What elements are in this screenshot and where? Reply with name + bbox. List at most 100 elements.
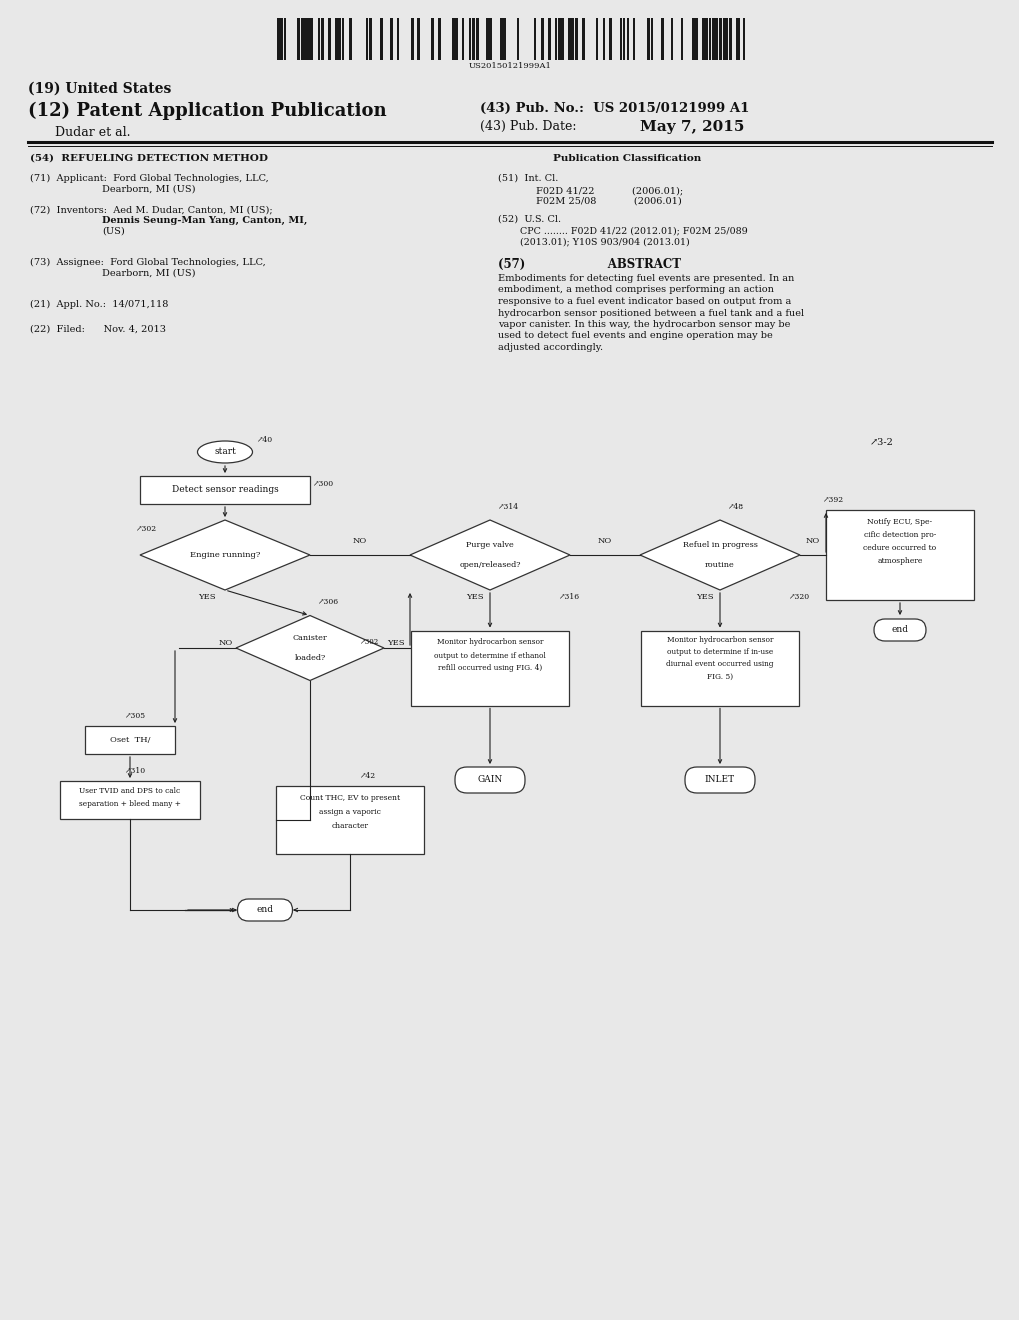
Bar: [369, 18, 372, 59]
Bar: [462, 18, 464, 59]
Text: used to detect fuel events and engine operation may be: used to detect fuel events and engine op…: [497, 331, 772, 341]
Text: (US): (US): [102, 227, 124, 236]
Text: (43) Pub. Date:: (43) Pub. Date:: [480, 120, 576, 133]
Text: routine: routine: [704, 561, 734, 569]
Bar: [485, 18, 488, 59]
Bar: [560, 18, 564, 59]
Bar: [454, 18, 458, 59]
Text: open/released?: open/released?: [459, 561, 521, 569]
Bar: [321, 18, 323, 59]
Text: cific detection pro-: cific detection pro-: [863, 531, 935, 539]
Text: end: end: [891, 626, 908, 635]
Bar: [708, 18, 711, 59]
FancyBboxPatch shape: [454, 767, 525, 793]
Text: (19) United States: (19) United States: [28, 82, 171, 96]
Text: Dennis Seung-Man Yang, Canton, MI,: Dennis Seung-Man Yang, Canton, MI,: [102, 216, 307, 224]
FancyBboxPatch shape: [685, 767, 754, 793]
Bar: [736, 18, 739, 59]
Polygon shape: [410, 520, 570, 590]
Bar: [721, 18, 726, 59]
Text: ↗310: ↗310: [125, 767, 146, 775]
Text: FIG. 5): FIG. 5): [706, 672, 733, 681]
Text: YES: YES: [466, 593, 483, 601]
Bar: [396, 18, 398, 59]
Text: Dudar et al.: Dudar et al.: [55, 125, 130, 139]
Text: refill occurred using FIG. 4): refill occurred using FIG. 4): [437, 664, 541, 672]
Text: (43) Pub. No.:  US 2015/0121999 A1: (43) Pub. No.: US 2015/0121999 A1: [480, 102, 749, 115]
Bar: [502, 18, 505, 59]
Text: NO: NO: [597, 537, 611, 545]
Bar: [534, 18, 535, 59]
Bar: [743, 18, 744, 59]
Bar: [489, 18, 492, 59]
Bar: [308, 18, 311, 59]
Bar: [568, 18, 571, 59]
Text: ↗314: ↗314: [497, 503, 519, 511]
Text: User TVID and DPS to calc: User TVID and DPS to calc: [79, 787, 180, 795]
Bar: [517, 18, 519, 59]
Text: ↗392: ↗392: [822, 496, 844, 504]
Text: start: start: [214, 447, 235, 457]
Text: Publication Classification: Publication Classification: [552, 154, 701, 162]
Bar: [301, 18, 304, 59]
Text: Refuel in progress: Refuel in progress: [682, 541, 757, 549]
Text: INLET: INLET: [704, 776, 735, 784]
Text: ↗300: ↗300: [313, 480, 334, 488]
Bar: [318, 18, 320, 59]
Bar: [718, 18, 721, 59]
Bar: [411, 631, 569, 705]
Polygon shape: [235, 615, 383, 681]
Bar: [85, 726, 175, 754]
Bar: [554, 18, 557, 59]
Bar: [280, 18, 282, 59]
Bar: [705, 18, 707, 59]
Text: separation + bleed many +: separation + bleed many +: [79, 800, 180, 808]
Bar: [633, 18, 635, 59]
Text: GAIN: GAIN: [477, 776, 502, 784]
Text: hydrocarbon sensor positioned between a fuel tank and a fuel: hydrocarbon sensor positioned between a …: [497, 309, 803, 318]
Text: atmosphere: atmosphere: [876, 557, 922, 565]
Text: (2013.01); Y10S 903/904 (2013.01): (2013.01); Y10S 903/904 (2013.01): [520, 238, 689, 246]
Text: Monitor hydrocarbon sensor: Monitor hydrocarbon sensor: [436, 639, 543, 647]
Bar: [469, 18, 471, 59]
Bar: [681, 18, 683, 59]
Ellipse shape: [198, 441, 253, 463]
Text: (57)                    ABSTRACT: (57) ABSTRACT: [497, 257, 681, 271]
Bar: [608, 18, 611, 59]
Text: ↗40: ↗40: [257, 436, 273, 444]
Bar: [650, 18, 653, 59]
Text: (52)  U.S. Cl.: (52) U.S. Cl.: [497, 215, 560, 224]
Bar: [557, 18, 560, 59]
Bar: [335, 18, 338, 59]
Text: ↗302: ↗302: [359, 638, 378, 645]
Text: (22)  Filed:      Nov. 4, 2013: (22) Filed: Nov. 4, 2013: [30, 325, 166, 334]
Bar: [540, 18, 543, 59]
Bar: [646, 18, 650, 59]
Text: US20150121999A1: US20150121999A1: [468, 62, 551, 70]
Bar: [623, 18, 625, 59]
Bar: [276, 785, 424, 854]
Text: ↗302: ↗302: [136, 525, 157, 533]
Bar: [451, 18, 454, 59]
Bar: [348, 18, 352, 59]
Text: Notify ECU, Spe-: Notify ECU, Spe-: [866, 517, 931, 525]
Bar: [547, 18, 550, 59]
Bar: [575, 18, 578, 59]
Bar: [472, 18, 475, 59]
Bar: [304, 18, 308, 59]
Text: Dearborn, MI (US): Dearborn, MI (US): [102, 185, 196, 194]
Bar: [411, 18, 414, 59]
Bar: [640, 631, 798, 705]
Bar: [660, 18, 663, 59]
Text: (72)  Inventors:  Aed M. Dudar, Canton, MI (US);: (72) Inventors: Aed M. Dudar, Canton, MI…: [30, 205, 272, 214]
Text: end: end: [256, 906, 273, 915]
Text: vapor canister. In this way, the hydrocarbon sensor may be: vapor canister. In this way, the hydroca…: [497, 319, 790, 329]
Text: ↗316: ↗316: [558, 593, 580, 601]
Bar: [389, 18, 392, 59]
Bar: [475, 18, 479, 59]
Bar: [671, 18, 673, 59]
Text: (71)  Applicant:  Ford Global Technologies, LLC,: (71) Applicant: Ford Global Technologies…: [30, 174, 268, 183]
Text: output to determine if ethanol: output to determine if ethanol: [434, 652, 545, 660]
FancyBboxPatch shape: [873, 619, 925, 642]
Bar: [431, 18, 434, 59]
